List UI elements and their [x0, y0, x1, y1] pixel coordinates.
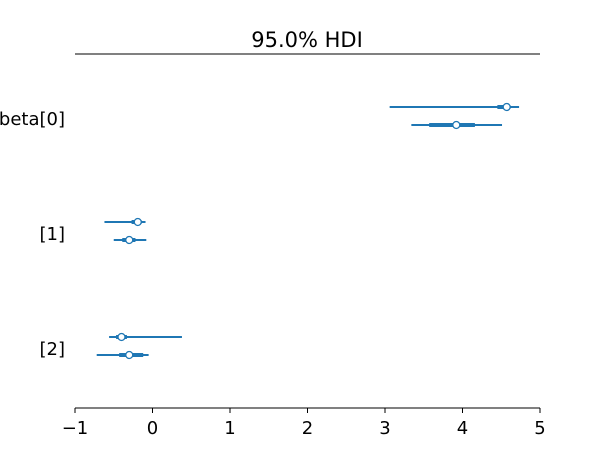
median-point [125, 350, 134, 360]
median-point [117, 332, 126, 342]
median-point [452, 120, 461, 130]
y-tick-label: beta[0] [0, 109, 65, 130]
y-axis-labels: beta[0] [1] [2] [0, 109, 65, 360]
x-tick-label: 0 [147, 418, 158, 439]
x-tick-label: 3 [379, 418, 390, 439]
x-tick-label: −1 [62, 418, 89, 439]
x-tick-label: 5 [534, 418, 545, 439]
x-axis-ticks: −1 0 1 2 3 4 5 [62, 408, 546, 439]
x-tick-label: 2 [302, 418, 313, 439]
median-point [133, 217, 142, 227]
y-tick-label: [2] [40, 339, 66, 360]
chart-title: 95.0% HDI [251, 28, 363, 52]
median-point [125, 235, 134, 245]
y-tick-label: [1] [40, 224, 66, 245]
x-tick-label: 4 [457, 418, 468, 439]
hdi-intervals [96, 102, 520, 360]
x-tick-label: 1 [224, 418, 235, 439]
median-point [502, 102, 511, 112]
